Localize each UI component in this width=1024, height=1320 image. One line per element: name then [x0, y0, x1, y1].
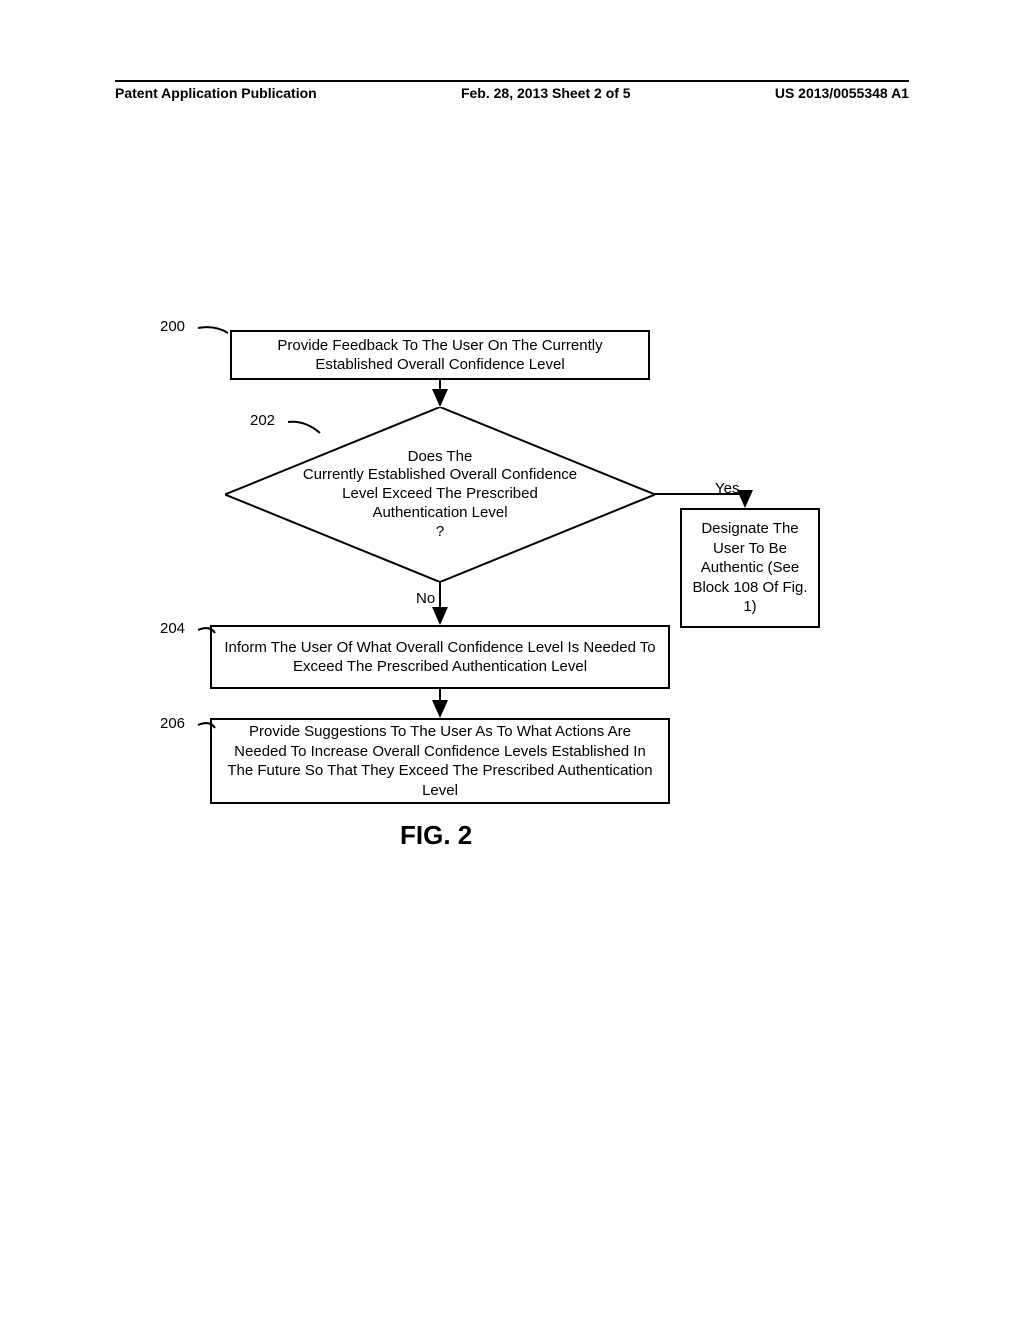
patent-header: Patent Application Publication Feb. 28, … — [115, 80, 909, 101]
flowchart-fig2: Provide Feedback To The User On The Curr… — [120, 330, 900, 860]
header-left: Patent Application Publication — [115, 85, 317, 101]
header-right: US 2013/0055348 A1 — [775, 85, 909, 101]
flow-arrows — [120, 330, 900, 860]
header-center: Feb. 28, 2013 Sheet 2 of 5 — [461, 85, 631, 101]
figure-title: FIG. 2 — [400, 820, 472, 851]
